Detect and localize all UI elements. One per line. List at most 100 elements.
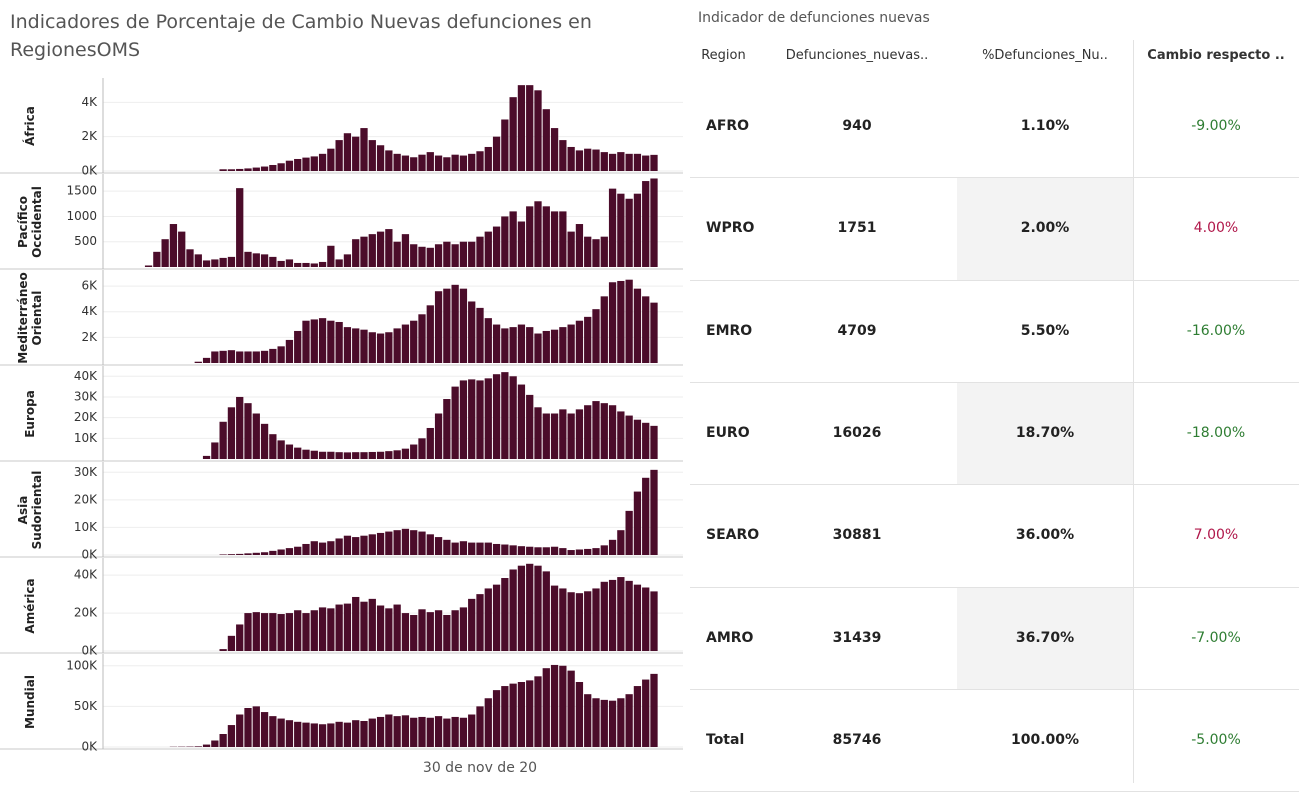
bar <box>286 161 293 171</box>
bar <box>162 239 169 267</box>
y-tick-label: 500 <box>74 234 97 248</box>
bar <box>360 330 367 363</box>
bar <box>220 258 227 267</box>
bar <box>418 155 425 171</box>
bar <box>385 451 392 459</box>
bar <box>319 724 326 747</box>
bar <box>418 717 425 747</box>
bar <box>642 680 649 747</box>
bar <box>236 188 243 267</box>
bar <box>344 327 351 363</box>
bar <box>394 716 401 747</box>
y-axis-label: Mediterráneo Oriental <box>16 272 44 364</box>
bar <box>145 265 152 267</box>
bar <box>244 403 251 459</box>
bar <box>236 169 243 171</box>
bar <box>634 154 641 171</box>
bar <box>626 154 633 171</box>
table-cell: 36.70% <box>957 630 1133 646</box>
bar <box>526 395 533 459</box>
bar <box>418 609 425 651</box>
bar <box>476 706 483 747</box>
bar <box>551 547 558 555</box>
bar <box>534 547 541 555</box>
bar <box>327 246 334 267</box>
bar <box>435 244 442 267</box>
bar <box>344 723 351 747</box>
bar <box>559 211 566 267</box>
x-tick-label: 30 de nov de 20 <box>423 760 537 776</box>
bar <box>394 530 401 555</box>
y-tick-label: 20K <box>74 410 98 424</box>
table-cell: 31439 <box>757 630 957 646</box>
bar <box>526 206 533 267</box>
bar <box>228 257 235 267</box>
bar <box>360 602 367 651</box>
bar <box>377 533 384 555</box>
bar <box>244 613 251 651</box>
bar <box>526 680 533 747</box>
bar <box>319 154 326 171</box>
bar <box>435 156 442 171</box>
bar <box>650 178 657 267</box>
y-axis-label: Europa <box>16 368 44 460</box>
bar <box>501 328 508 363</box>
bar <box>327 608 334 651</box>
bar <box>302 450 309 459</box>
table-cell: 940 <box>757 118 957 134</box>
bar <box>385 532 392 555</box>
bar <box>278 549 285 555</box>
table-cell: 100.00% <box>957 732 1133 748</box>
bar <box>435 610 442 651</box>
bar <box>211 741 218 748</box>
bar <box>286 340 293 363</box>
bar <box>228 725 235 747</box>
bar <box>302 158 309 171</box>
bar <box>410 321 417 363</box>
bar <box>568 325 575 363</box>
bar <box>236 554 243 555</box>
bar <box>443 242 450 267</box>
bar <box>501 686 508 747</box>
row-separator <box>690 382 1299 383</box>
bar <box>435 414 442 460</box>
bar <box>294 547 301 555</box>
bar <box>327 541 334 555</box>
bar <box>336 140 343 171</box>
bar <box>236 397 243 459</box>
bar <box>261 424 268 459</box>
bar <box>568 147 575 171</box>
bar <box>385 608 392 651</box>
y-axis-label: África <box>16 80 44 172</box>
bar <box>460 289 467 363</box>
bar <box>609 154 616 171</box>
bar <box>369 452 376 459</box>
bar <box>551 330 558 363</box>
bar <box>319 543 326 555</box>
bar <box>352 239 359 267</box>
bar <box>244 708 251 747</box>
bar <box>377 334 384 363</box>
bar <box>476 380 483 459</box>
bar <box>344 254 351 267</box>
row-separator <box>690 689 1299 690</box>
bar <box>510 327 517 363</box>
bar <box>518 85 525 171</box>
bar <box>394 605 401 651</box>
bar <box>410 615 417 651</box>
bar <box>286 613 293 651</box>
bar <box>344 133 351 171</box>
bar <box>195 746 202 747</box>
bar <box>360 128 367 171</box>
y-tick-label: 1500 <box>66 184 97 198</box>
bar <box>592 309 599 363</box>
table-cell: 30881 <box>757 527 957 543</box>
bar <box>634 289 641 363</box>
y-tick-label: 30K <box>74 465 98 479</box>
bar <box>360 237 367 267</box>
bar <box>443 615 450 651</box>
bar <box>534 407 541 459</box>
bar <box>377 452 384 459</box>
y-tick-label: 1000 <box>66 209 97 223</box>
bar <box>418 438 425 459</box>
